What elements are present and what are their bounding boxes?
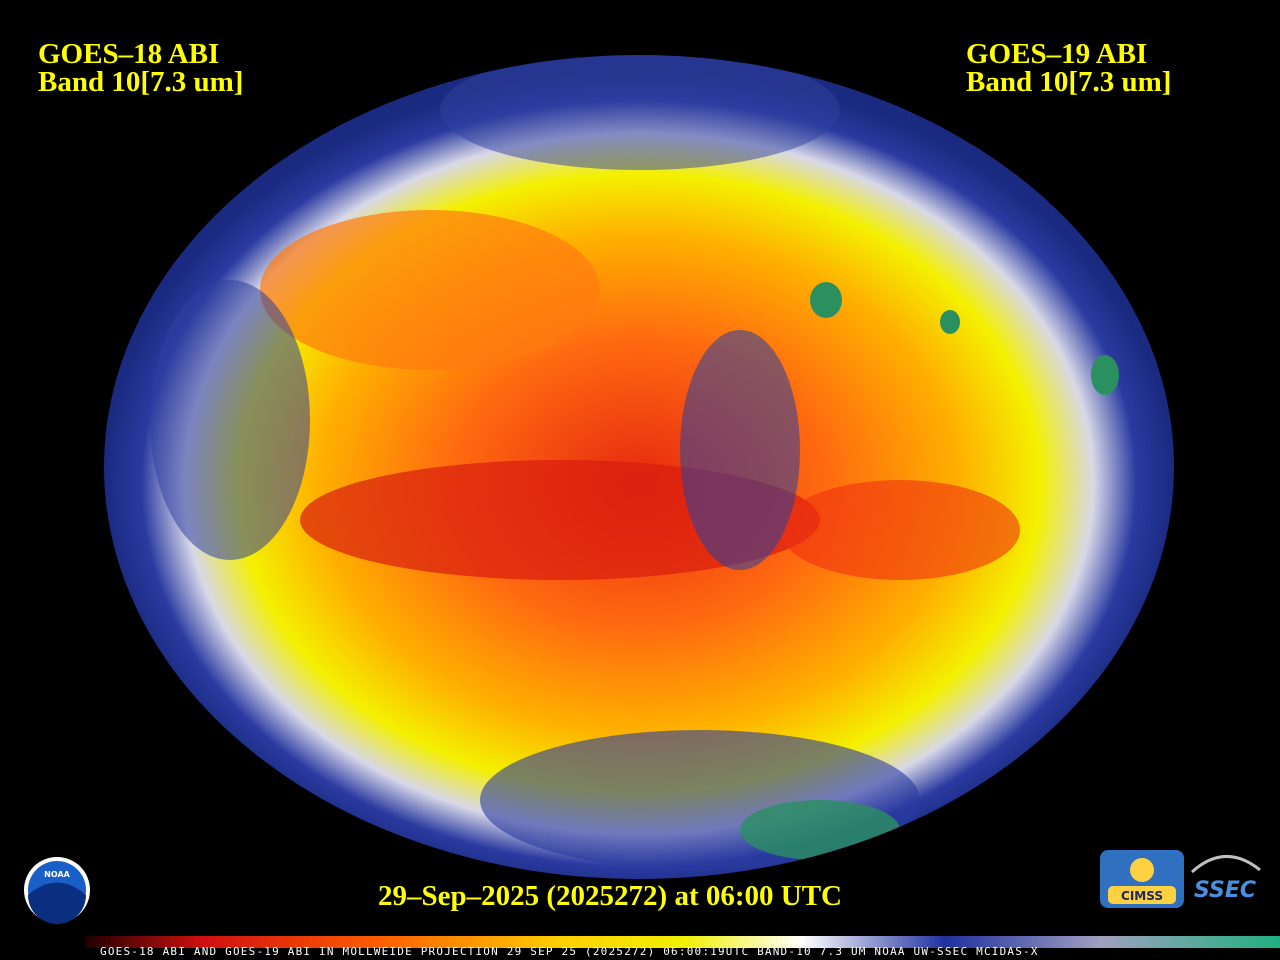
ssec-logo-text: SSEC [1194,878,1256,903]
cimss-logo-text: CIMSS [1121,889,1163,903]
left-band: Band 10[7.3 um] [38,66,244,98]
color-bar-caption: GOES-18 ABI AND GOES-19 ABI IN MOLLWEIDE… [100,945,1039,958]
cloud-features [150,55,1119,870]
left-title: GOES–18 ABI [38,38,220,70]
noaa-logo: NOAA [24,857,90,924]
ssec-logo: SSEC [1190,855,1261,903]
color-bar [85,936,1280,948]
timestamp: 29–Sep–2025 (2025272) at 06:00 UTC [378,880,842,912]
right-band: Band 10[7.3 um] [966,66,1172,98]
noaa-logo-text: NOAA [44,870,70,879]
right-title: GOES–19 ABI [966,38,1148,70]
cimss-logo: CIMSS [1100,850,1184,908]
